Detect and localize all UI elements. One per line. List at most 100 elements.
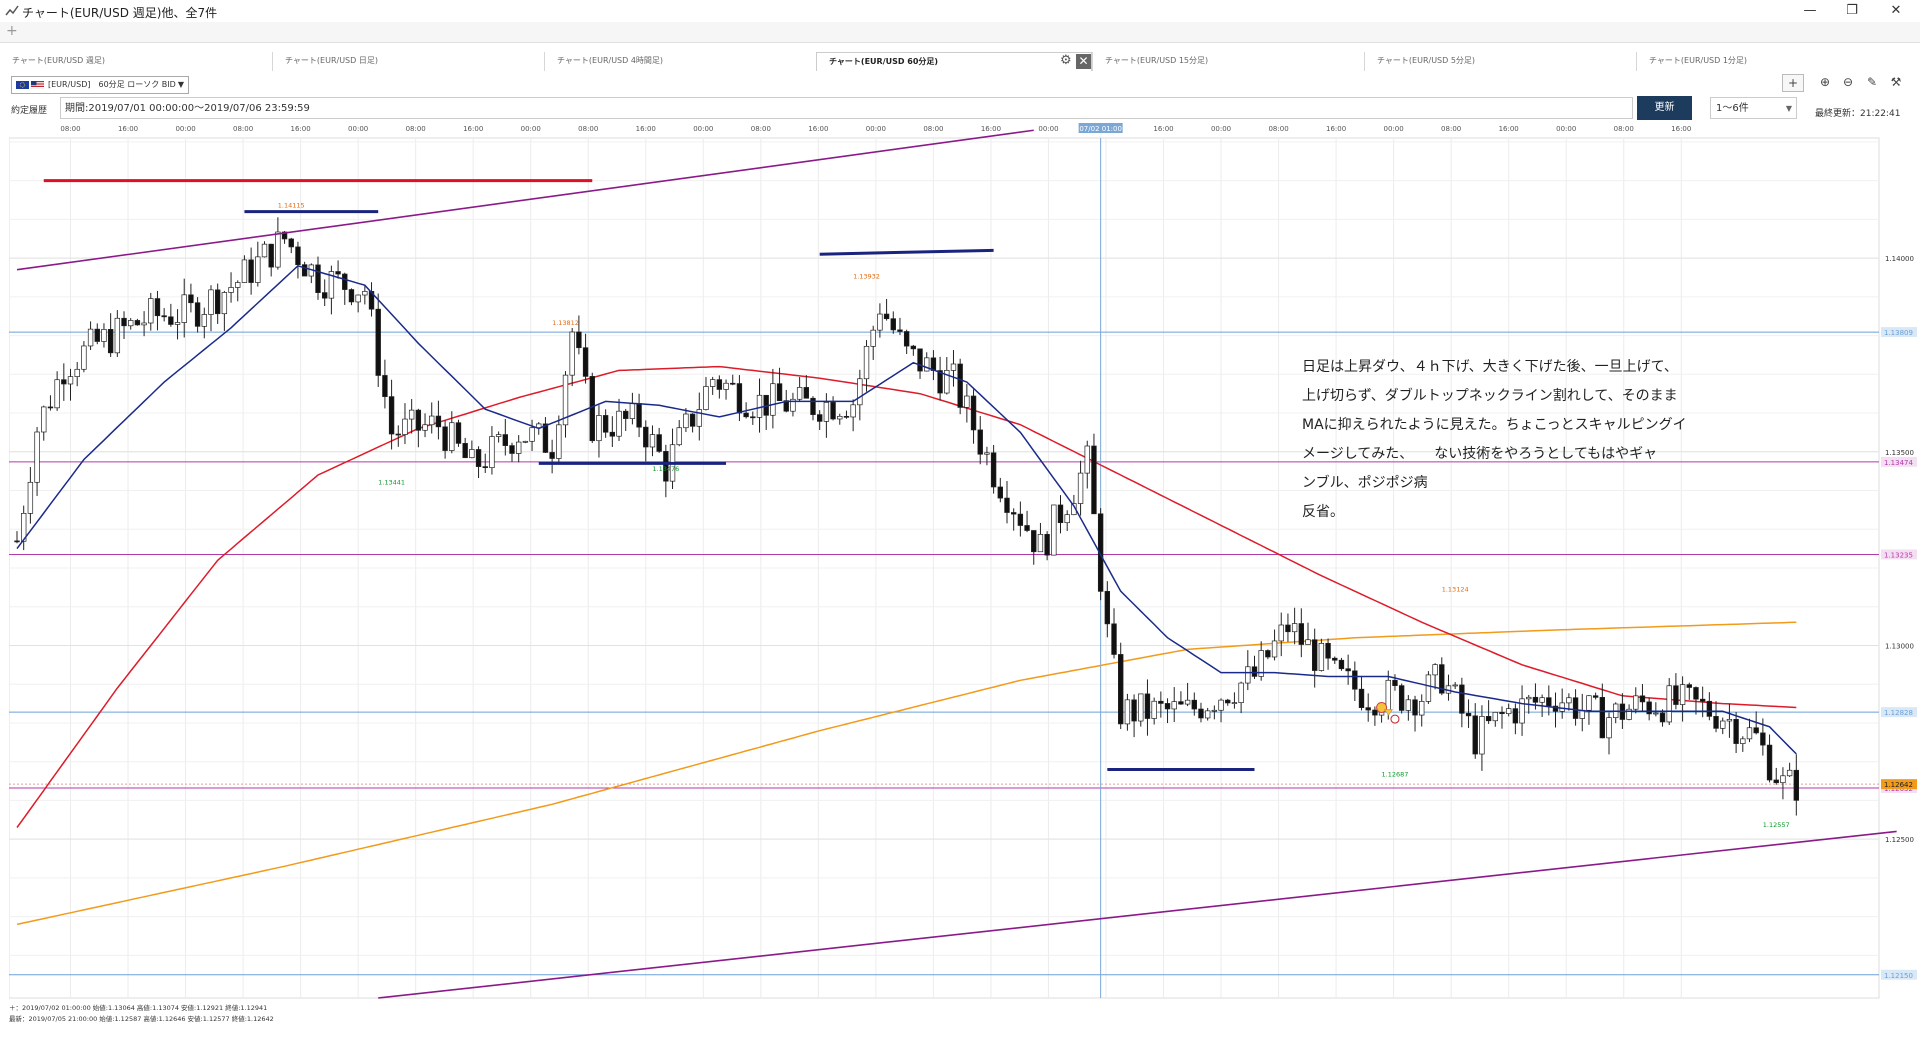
- period-field[interactable]: 期間:2019/07/01 00:00:00〜2019/07/06 23:59:…: [60, 97, 1633, 119]
- extreme-label: 1.14115: [278, 202, 305, 210]
- settings-icon[interactable]: ⚒: [1890, 75, 1902, 89]
- chevron-down-icon: ▼: [177, 80, 184, 89]
- candle-body: [1552, 705, 1559, 712]
- crosshair-label: 07/02 01:00: [1079, 125, 1122, 133]
- candle-body: [489, 436, 495, 469]
- candle-body: [1425, 674, 1432, 702]
- candle-body: [1258, 650, 1264, 677]
- chart-tabs: チャート(EUR/USD 週足) チャート(EUR/USD 日足) チャート(E…: [0, 52, 1920, 120]
- zoom-in-icon[interactable]: ⊕: [1819, 75, 1831, 89]
- tab-15min[interactable]: チャート(EUR/USD 15分足): [1092, 52, 1364, 71]
- candle-body: [1760, 732, 1766, 746]
- chart-area[interactable]: 08:00 16:00 00:00 08:00 16:00 00:00 08:00 16:00…: [8, 120, 1920, 1018]
- candle-body: [1699, 698, 1706, 702]
- candle-body: [656, 434, 662, 452]
- price-tag-label: 1.12828: [1884, 709, 1913, 717]
- zoom-out-icon[interactable]: ⊖: [1842, 75, 1854, 89]
- candle-body: [1566, 697, 1572, 704]
- candle-body: [1138, 693, 1144, 722]
- restore-icon[interactable]: ❐: [1846, 3, 1858, 18]
- candle-body: [1572, 697, 1579, 719]
- tab-weekly[interactable]: チャート(EUR/USD 週足): [12, 56, 105, 65]
- candle-body: [1512, 708, 1519, 724]
- candle-body: [649, 434, 656, 448]
- candle-body: [348, 289, 355, 303]
- candle-body: [623, 410, 629, 419]
- pencil-icon[interactable]: ✎: [1866, 75, 1878, 89]
- candle-body: [1432, 664, 1438, 676]
- candle-body: [990, 452, 997, 488]
- trendline-lower-channel: [378, 830, 1897, 999]
- close-tab-icon[interactable]: ✕: [1076, 54, 1091, 69]
- x-tick-label: 08:00: [751, 125, 771, 133]
- x-tick-label: 00:00: [1038, 125, 1058, 133]
- candle-body: [703, 386, 709, 410]
- candle-body: [1646, 701, 1652, 715]
- extreme-label: 1.12687: [1382, 771, 1409, 779]
- entry-marker: [1376, 701, 1388, 713]
- candle-body: [663, 451, 669, 482]
- candle-body: [1746, 727, 1753, 740]
- candle-body: [997, 486, 1003, 499]
- gear-icon[interactable]: ⚙: [1060, 53, 1072, 68]
- close-icon[interactable]: ✕: [1890, 3, 1902, 18]
- candle-body: [1492, 711, 1498, 722]
- candle-body: [1459, 684, 1465, 714]
- candle-body: [148, 298, 154, 324]
- y-tick-label: 1.12500: [1885, 836, 1914, 844]
- trade-history-label[interactable]: 約定履歴: [11, 106, 48, 116]
- x-tick-label: 00:00: [521, 125, 541, 133]
- candle-body: [803, 387, 810, 399]
- candle-body: [890, 318, 896, 331]
- candle-body: [944, 370, 950, 394]
- window-title: チャート(EUR/USD 週足)他、全7件: [22, 6, 218, 20]
- tab-5min[interactable]: チャート(EUR/USD 5分足): [1364, 52, 1636, 71]
- ma-short-line: [16, 264, 1797, 755]
- candle-body: [388, 396, 395, 435]
- candle-body: [1225, 699, 1231, 704]
- tab-1min[interactable]: チャート(EUR/USD 1分足): [1636, 52, 1908, 71]
- tab-60min[interactable]: チャート(EUR/USD 60分足): [816, 52, 1092, 71]
- candle-body: [20, 513, 27, 542]
- crosshair-button[interactable]: +: [1782, 74, 1804, 92]
- ma-mid-line: [16, 365, 1797, 828]
- candle-body: [1238, 682, 1244, 703]
- candle-body: [1633, 695, 1639, 710]
- candle-body: [1010, 512, 1017, 515]
- candle-body: [1532, 696, 1539, 703]
- candle-body: [636, 403, 642, 428]
- candle-body: [1111, 623, 1117, 655]
- minimize-icon[interactable]: —: [1803, 3, 1817, 18]
- extreme-label: 1.13441: [378, 479, 405, 487]
- candle-body: [676, 427, 682, 446]
- extreme-label: 1.13476: [652, 465, 679, 473]
- candle-body: [395, 433, 401, 436]
- add-icon[interactable]: +: [6, 23, 18, 39]
- symbol-select[interactable]: [EUR/USD] 60分足 ローソク BID ▼: [11, 76, 189, 94]
- x-tick-label: 16:00: [636, 125, 656, 133]
- tab-daily[interactable]: チャート(EUR/USD 日足): [272, 52, 544, 71]
- candle-body: [1178, 701, 1184, 705]
- candle-body: [1184, 699, 1191, 705]
- candle-body: [1298, 623, 1305, 645]
- candle-body: [863, 345, 870, 380]
- price-tag-label: 1.12150: [1884, 972, 1913, 980]
- candle-body: [1151, 700, 1157, 719]
- candle-body: [1706, 700, 1713, 717]
- candle-body: [1285, 624, 1291, 633]
- candle-body: [335, 271, 341, 275]
- x-tick-label: 16:00: [981, 125, 1001, 133]
- candle-body: [1726, 718, 1733, 722]
- candle-body: [689, 413, 696, 427]
- candle-body: [1118, 654, 1124, 725]
- candle-body: [937, 370, 943, 394]
- candle-body: [168, 316, 174, 325]
- candle-body: [529, 427, 535, 442]
- candle-body: [1218, 699, 1224, 711]
- range-select[interactable]: 1〜6件 ▼: [1710, 97, 1797, 119]
- candle-body: [121, 317, 127, 327]
- tab-4hour[interactable]: チャート(EUR/USD 4時間足): [544, 52, 816, 71]
- candle-body: [1365, 707, 1371, 711]
- update-button[interactable]: 更新: [1637, 96, 1692, 120]
- candlestick-chart[interactable]: 08:00 16:00 00:00 08:00 16:00 00:00 08:00 16:00…: [8, 120, 1920, 1018]
